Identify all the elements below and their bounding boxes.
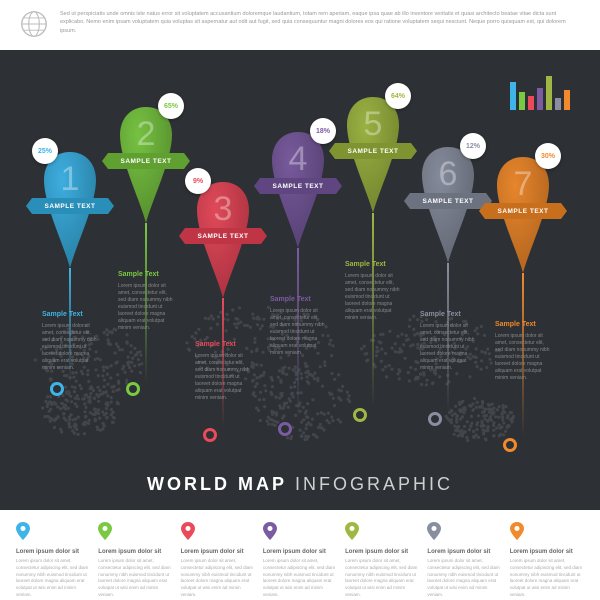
mini-bar [564, 90, 570, 110]
mini-bar [519, 92, 525, 110]
header-text: Sed ut perspiciatis unde omnis iste natu… [60, 10, 580, 35]
marker-column-text: Sample TextLorem ipsum dolor sit amet, c… [195, 340, 251, 402]
percent-badge: 65% [158, 93, 184, 119]
pin-icon [263, 522, 277, 540]
map-marker-2: 2SAMPLE TEXT65% [118, 105, 174, 225]
footer-column: Lorem ipsum dolor sitLorem ipsum dolor s… [341, 522, 423, 588]
footer-column: Lorem ipsum dolor sitLorem ipsum dolor s… [177, 522, 259, 588]
header: Sed ut perspiciatis unde omnis iste natu… [0, 0, 600, 50]
map-marker-3: 3SAMPLE TEXT9% [195, 180, 251, 300]
footer-column: Lorem ipsum dolor sitLorem ipsum dolor s… [506, 522, 588, 588]
pin-icon [98, 522, 112, 540]
footer-column: Lorem ipsum dolor sitLorem ipsum dolor s… [423, 522, 505, 588]
marker-column-text: Sample TextLorem ipsum dolor sit amet, c… [495, 320, 551, 382]
marker-column-text: Sample TextLorem ipsum dolor sit amet, c… [42, 310, 98, 372]
mini-bar-chart [510, 70, 570, 110]
mini-bar [537, 88, 543, 110]
footer-col-title: Lorem ipsum dolor sit [16, 549, 90, 555]
marker-number: 5 [345, 105, 401, 144]
footer-col-body: Lorem ipsum dolor sit amet, consectetur … [98, 558, 172, 599]
footer-col-body: Lorem ipsum dolor sit amet, consectetur … [427, 558, 501, 599]
pin-icon [510, 522, 524, 540]
marker-ribbon: SAMPLE TEXT [108, 153, 184, 169]
marker-number: 1 [42, 160, 98, 199]
marker-ribbon: SAMPLE TEXT [32, 198, 108, 214]
mini-bar [546, 76, 552, 110]
marker-ribbon: SAMPLE TEXT [335, 143, 411, 159]
map-pin [278, 422, 292, 436]
marker-number: 2 [118, 115, 174, 154]
map-pin [428, 412, 442, 426]
map-marker-7: 7SAMPLE TEXT30% [495, 155, 551, 275]
marker-column-text: Sample TextLorem ipsum dolor sit amet, c… [420, 310, 476, 372]
mini-bar [528, 96, 534, 110]
footer-column: Lorem ipsum dolor sitLorem ipsum dolor s… [94, 522, 176, 588]
footer-col-title: Lorem ipsum dolor sit [345, 549, 419, 555]
pin-icon [16, 522, 30, 540]
marker-number: 7 [495, 165, 551, 204]
map-pin [50, 382, 64, 396]
map-pin [503, 438, 517, 452]
footer-col-body: Lorem ipsum dolor sit amet, consectetur … [16, 558, 90, 599]
mini-bar [555, 98, 561, 110]
map-marker-6: 6SAMPLE TEXT12% [420, 145, 476, 265]
main-panel: 1SAMPLE TEXT25%Sample TextLorem ipsum do… [0, 50, 600, 510]
pin-icon [345, 522, 359, 540]
footer-col-title: Lorem ipsum dolor sit [427, 549, 501, 555]
percent-badge: 25% [32, 138, 58, 164]
percent-badge: 18% [310, 118, 336, 144]
map-marker-1: 1SAMPLE TEXT25% [42, 150, 98, 270]
marker-number: 4 [270, 140, 326, 179]
footer-col-title: Lorem ipsum dolor sit [510, 549, 584, 555]
footer-col-body: Lorem ipsum dolor sit amet, consectetur … [263, 558, 337, 599]
footer: Lorem ipsum dolor sit Lorem ipsum dolor s… [0, 510, 600, 600]
marker-number: 6 [420, 155, 476, 194]
mini-bar [510, 82, 516, 110]
marker-column-text: Sample TextLorem ipsum dolor sit amet, c… [118, 270, 174, 332]
map-marker-5: 5SAMPLE TEXT64% [345, 95, 401, 215]
map-marker-4: 4SAMPLE TEXT18% [270, 130, 326, 250]
percent-badge: 12% [460, 133, 486, 159]
map-pin [126, 382, 140, 396]
marker-ribbon: SAMPLE TEXT [410, 193, 486, 209]
footer-col-title: Lorem ipsum dolor sit [98, 549, 172, 555]
map-pin [353, 408, 367, 422]
marker-number: 3 [195, 190, 251, 229]
marker-ribbon: SAMPLE TEXT [485, 203, 561, 219]
footer-col-body: Lorem ipsum dolor sit amet, consectetur … [181, 558, 255, 599]
globe-icon [20, 10, 48, 38]
marker-ribbon: SAMPLE TEXT [185, 228, 261, 244]
footer-column: Lorem ipsum dolor sitLorem ipsum dolor s… [259, 522, 341, 588]
footer-col-title: Lorem ipsum dolor sit [263, 549, 337, 555]
marker-column-text: Sample TextLorem ipsum dolor sit amet, c… [345, 260, 401, 322]
pin-icon [427, 522, 441, 540]
percent-badge: 64% [385, 83, 411, 109]
footer-col-title: Lorem ipsum dolor sit [181, 549, 255, 555]
percent-badge: 9% [185, 168, 211, 194]
main-title: WORLD MAP INFOGRAPHIC [0, 474, 600, 495]
pin-icon [181, 522, 195, 540]
map-pin [203, 428, 217, 442]
footer-col-body: Lorem ipsum dolor sit amet, consectetur … [345, 558, 419, 599]
marker-column-text: Sample TextLorem ipsum dolor sit amet, c… [270, 295, 326, 357]
percent-badge: 30% [535, 143, 561, 169]
footer-col-body: Lorem ipsum dolor sit amet, consectetur … [510, 558, 584, 599]
marker-ribbon: SAMPLE TEXT [260, 178, 336, 194]
footer-column: Lorem ipsum dolor sitLorem ipsum dolor s… [12, 522, 94, 588]
